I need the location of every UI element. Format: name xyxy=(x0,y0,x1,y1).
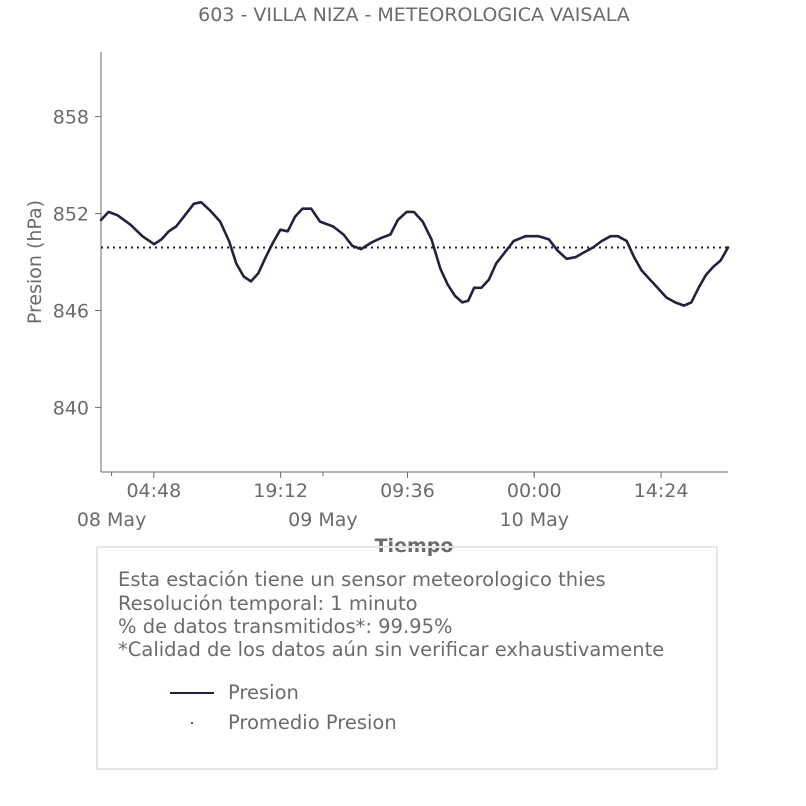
y-tick-label: 840 xyxy=(53,397,89,419)
y-tick-label: 852 xyxy=(53,204,89,226)
x-tick-label: 09:36 xyxy=(380,480,435,502)
legend-promedio-label: Promedio Presion xyxy=(228,711,397,734)
x-tick-label: 00:00 xyxy=(507,480,562,502)
x-date-label: 08 May xyxy=(77,509,147,531)
y-tick-label: 858 xyxy=(53,107,89,129)
info-quality-text: *Calidad de los datos aún sin verificar … xyxy=(118,638,665,661)
legend-presion-line-icon xyxy=(170,692,214,694)
legend-promedio-dot-icon xyxy=(191,722,193,724)
x-tick-label: 14:24 xyxy=(634,480,689,502)
plot-area xyxy=(99,200,730,307)
pressure-series-line xyxy=(99,200,730,307)
legend-presion-label: Presion xyxy=(228,681,299,704)
info-box: Esta estación tiene un sensor meteorolog… xyxy=(96,546,718,770)
y-axis-label: Presion (hPa) xyxy=(24,200,46,324)
axes: 840 846 852 858 04:48 19:12 09:36 00:00 14:24 08 … xyxy=(53,52,728,531)
x-tick-label: 04:48 xyxy=(126,480,181,502)
chart-title: 603 - VILLA NIZA - METEOROLOGICA VAISALA xyxy=(198,4,630,26)
info-sensor-text: Esta estación tiene un sensor meteorolog… xyxy=(118,568,606,591)
x-date-label: 10 May xyxy=(500,509,570,531)
info-transmitted-text: % de datos transmitidos*: 99.95% xyxy=(118,615,453,638)
pressure-chart: 603 - VILLA NIZA - METEOROLOGICA VAISALA… xyxy=(24,4,730,557)
info-resolution-text: Resolución temporal: 1 minuto xyxy=(118,592,418,615)
y-tick-label: 846 xyxy=(53,300,89,322)
x-tick-label: 19:12 xyxy=(253,480,308,502)
x-date-label: 09 May xyxy=(288,509,358,531)
